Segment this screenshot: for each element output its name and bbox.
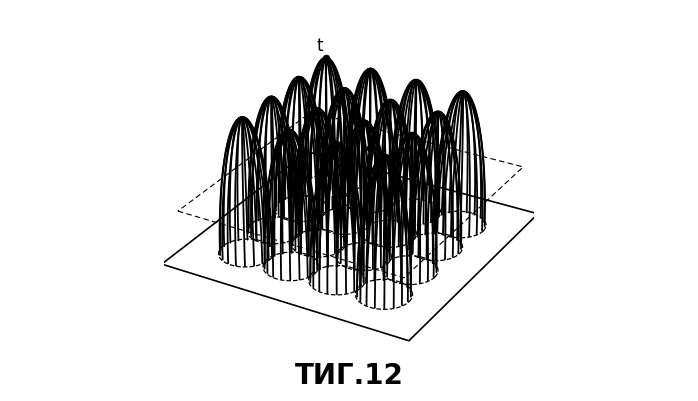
Text: ΤИГ.12: ΤИГ.12 <box>295 361 403 389</box>
